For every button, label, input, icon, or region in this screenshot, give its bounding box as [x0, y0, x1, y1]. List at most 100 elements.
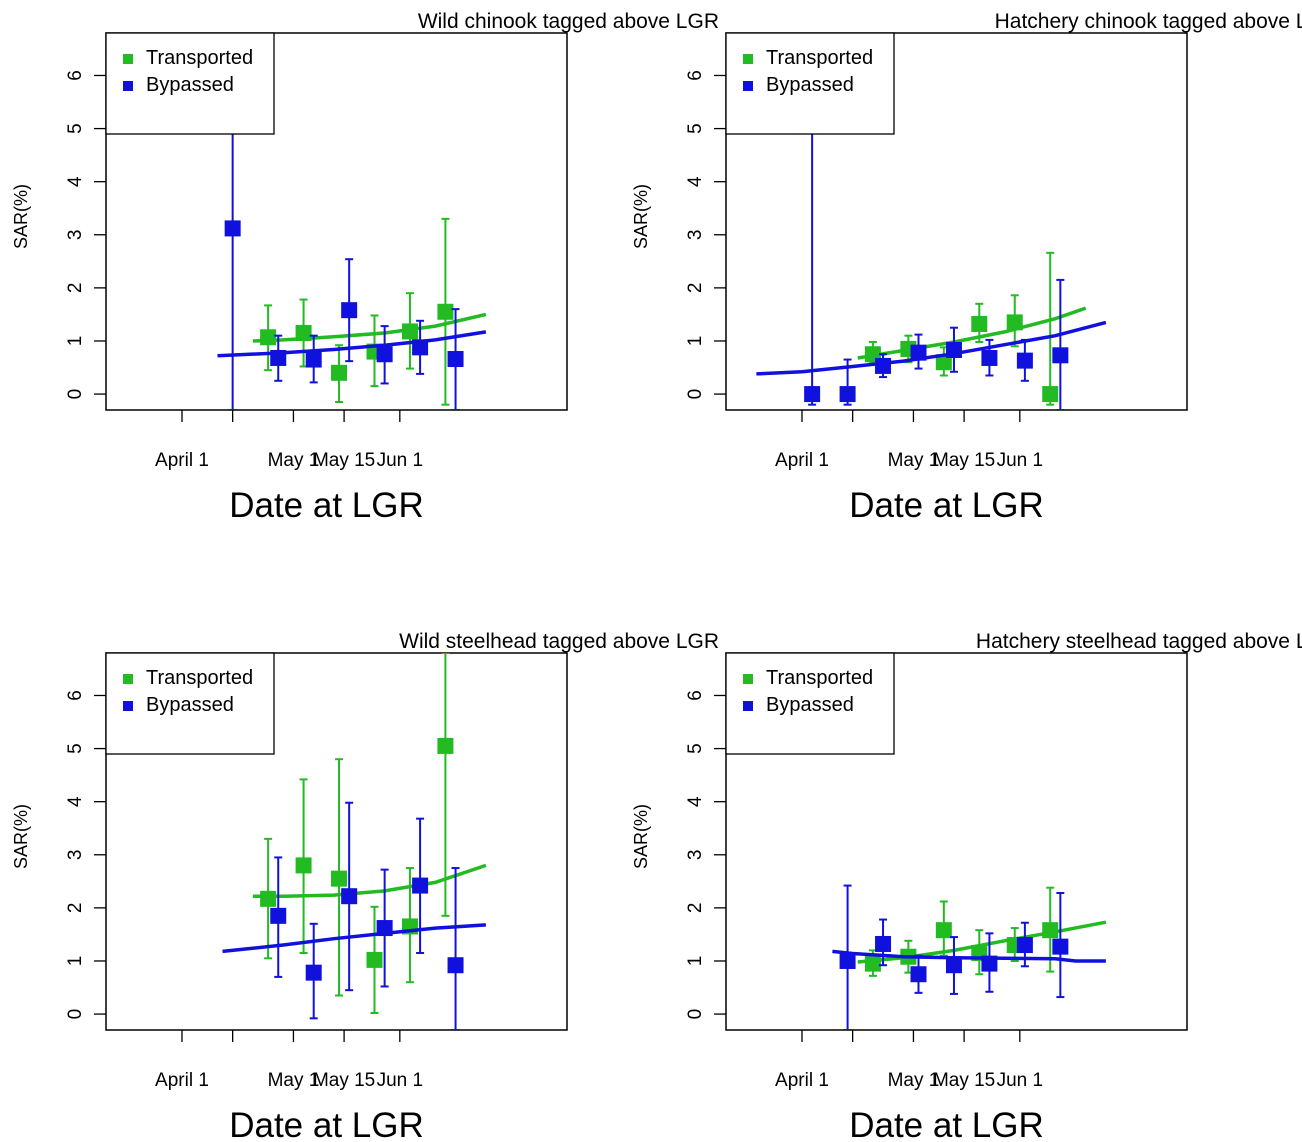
bypassed-point	[376, 920, 393, 937]
plot-frame	[105, 32, 568, 411]
transported-point	[366, 951, 383, 968]
bypassed-point	[412, 877, 429, 894]
transported-point	[1042, 922, 1059, 939]
bypassed-point	[875, 935, 892, 952]
x-tick-label: April 1	[155, 450, 209, 471]
plot-frame	[105, 652, 568, 1031]
transported-point	[331, 870, 348, 887]
legend-swatch-bypassed	[123, 701, 133, 711]
bypassed-point	[981, 349, 998, 366]
y-tick-label: 6	[65, 70, 86, 81]
x-tick-label: Jun 1	[997, 450, 1043, 471]
panel-hatchery-steelhead: Hatchery steelhead tagged above LGR 0 1 2 3 4…	[631, 630, 1302, 1142]
y-tick-label: 1	[65, 336, 86, 347]
bypassed-point	[341, 302, 358, 319]
bypassed-point	[447, 351, 464, 368]
y-tick-label: 4	[685, 796, 706, 807]
bypassed-point	[270, 907, 287, 924]
transported-point	[437, 303, 454, 320]
data-layer	[222, 653, 487, 1030]
chart-title: Hatchery steelhead tagged above LGR	[976, 630, 1302, 653]
y-tick-label: 1	[65, 956, 86, 967]
bypassed-point	[910, 344, 927, 361]
bypassed-point	[1052, 347, 1069, 364]
chart-title: Wild chinook tagged above LGR	[418, 10, 719, 33]
bypassed-point	[804, 386, 821, 403]
x-tick-label: May 15	[313, 450, 375, 471]
bypassed-point	[910, 966, 927, 983]
legend-label-transported: Transported	[766, 47, 873, 69]
y-tick-label: 0	[65, 389, 86, 400]
legend-label-transported: Transported	[766, 667, 873, 689]
bypassed-point	[839, 952, 856, 969]
x-tick-label: May 1	[268, 450, 320, 471]
bypassed-trend-line	[832, 949, 1106, 963]
transported-point	[971, 315, 988, 332]
bypassed-point	[305, 351, 322, 368]
y-tick-label: 0	[685, 1009, 706, 1020]
bypassed-point	[447, 957, 464, 974]
y-tick-label: 6	[685, 690, 706, 701]
y-tick-label: 3	[65, 229, 86, 240]
y-tick-label: 4	[65, 176, 86, 187]
legend-box	[105, 652, 275, 755]
y-tick-label: 1	[685, 336, 706, 347]
transported-point	[1006, 314, 1023, 331]
data-layer	[756, 112, 1107, 410]
transported-point	[295, 857, 312, 874]
y-axis-label: SAR(%)	[631, 804, 651, 869]
panel-wild-chinook: Wild chinook tagged above LGR 0 1 2 3 4 5 6 SAR(…	[11, 10, 719, 525]
y-tick-label: 6	[65, 690, 86, 701]
x-axis-label: Date at LGR	[229, 1106, 424, 1142]
bypassed-trend-line	[222, 923, 487, 954]
bypassed-point	[875, 357, 892, 374]
bypassed-point	[224, 220, 241, 237]
plot-frame	[725, 652, 1188, 1031]
transported-point	[295, 325, 312, 342]
legend-label-bypassed: Bypassed	[146, 74, 234, 96]
panel-hatchery-chinook: Hatchery chinook tagged above LGR 0 1 2 3 4 5 6…	[631, 10, 1302, 525]
x-tick-label: Jun 1	[377, 450, 423, 471]
legend-box	[725, 32, 895, 135]
panel-wild-steelhead: Wild steelhead tagged above LGR 0 1 2 3 4 5 6 SA…	[11, 630, 719, 1142]
x-axis-label: Date at LGR	[229, 486, 424, 525]
y-tick-label: 3	[685, 849, 706, 860]
legend-label-bypassed: Bypassed	[766, 694, 854, 716]
legend-swatch-transported	[743, 54, 753, 64]
bypassed-point	[376, 346, 393, 363]
y-tick-label: 6	[685, 70, 706, 81]
legend-swatch-bypassed	[123, 81, 133, 91]
transported-point	[260, 890, 277, 907]
data-layer	[217, 33, 487, 410]
transported-point	[864, 955, 881, 972]
transported-point	[935, 922, 952, 939]
legend-swatch-bypassed	[743, 81, 753, 91]
transported-point	[331, 364, 348, 381]
y-tick-label: 5	[65, 123, 86, 134]
legend-label-bypassed: Bypassed	[146, 694, 234, 716]
x-tick-label: April 1	[155, 1070, 209, 1091]
chart-title: Wild steelhead tagged above LGR	[399, 630, 719, 653]
y-axis-label: SAR(%)	[631, 184, 651, 249]
legend: Transported Bypassed	[725, 32, 895, 135]
y-tick-label: 2	[685, 903, 706, 914]
legend-swatch-bypassed	[743, 701, 753, 711]
y-axis-label: SAR(%)	[11, 184, 31, 249]
plot-frame	[725, 32, 1188, 411]
bypassed-point	[1016, 352, 1033, 369]
bypassed-trend-line	[756, 320, 1107, 376]
x-tick-label: April 1	[775, 1070, 829, 1091]
x-tick-label: May 15	[933, 1070, 995, 1091]
x-tick-label: April 1	[775, 450, 829, 471]
legend-box	[105, 32, 275, 135]
y-tick-label: 2	[685, 283, 706, 294]
x-tick-label: May 15	[313, 1070, 375, 1091]
bypassed-point	[305, 964, 322, 981]
x-tick-label: May 1	[268, 1070, 320, 1091]
y-tick-label: 5	[65, 743, 86, 754]
data-layer	[832, 884, 1107, 1030]
x-axis-label: Date at LGR	[849, 1106, 1044, 1142]
x-axis-label: Date at LGR	[849, 486, 1044, 525]
bypassed-point	[981, 955, 998, 972]
y-tick-label: 4	[685, 176, 706, 187]
